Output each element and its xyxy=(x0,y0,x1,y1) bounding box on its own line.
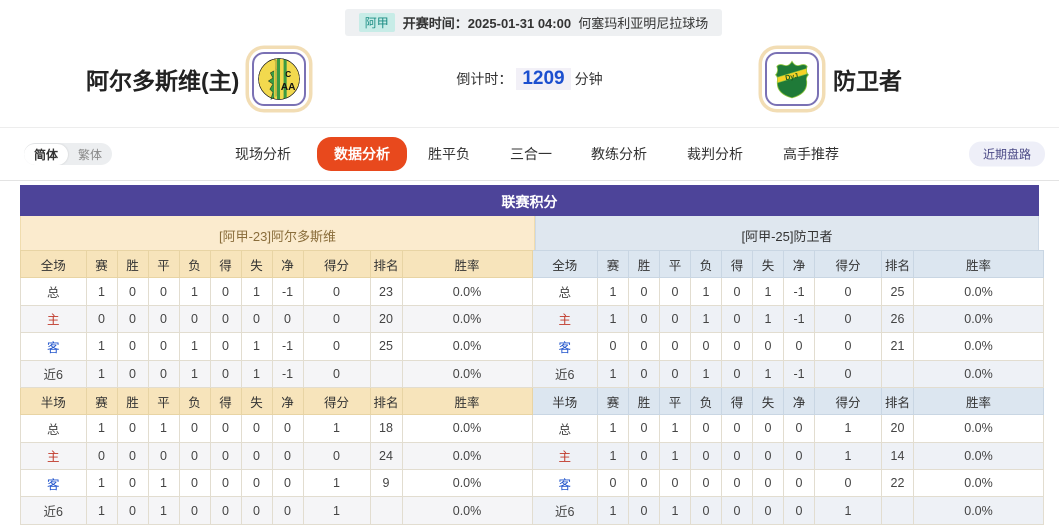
svg-text:C: C xyxy=(286,70,292,79)
svg-text:AA: AA xyxy=(281,82,296,93)
